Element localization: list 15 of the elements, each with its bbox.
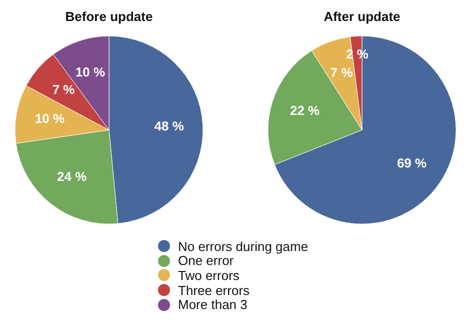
data-label: 7 % — [52, 82, 76, 98]
legend-label: One error — [178, 253, 234, 268]
data-label: 10 % — [34, 111, 66, 126]
data-label: 10 % — [75, 64, 106, 80]
data-label: 48 % — [154, 118, 184, 134]
chart-title: Before update — [64, 9, 154, 24]
data-label: 22 % — [290, 102, 320, 118]
legend-label: Three errors — [178, 282, 250, 298]
data-label: 69 % — [396, 155, 428, 170]
data-label: 24 % — [56, 168, 88, 184]
data-label: 7 % — [330, 64, 354, 80]
legend-label: No errors during game — [178, 238, 308, 254]
chart-title: After update — [322, 9, 402, 24]
legend-label: More than 3 — [178, 297, 248, 312]
legend-label: Two errors — [178, 268, 240, 283]
